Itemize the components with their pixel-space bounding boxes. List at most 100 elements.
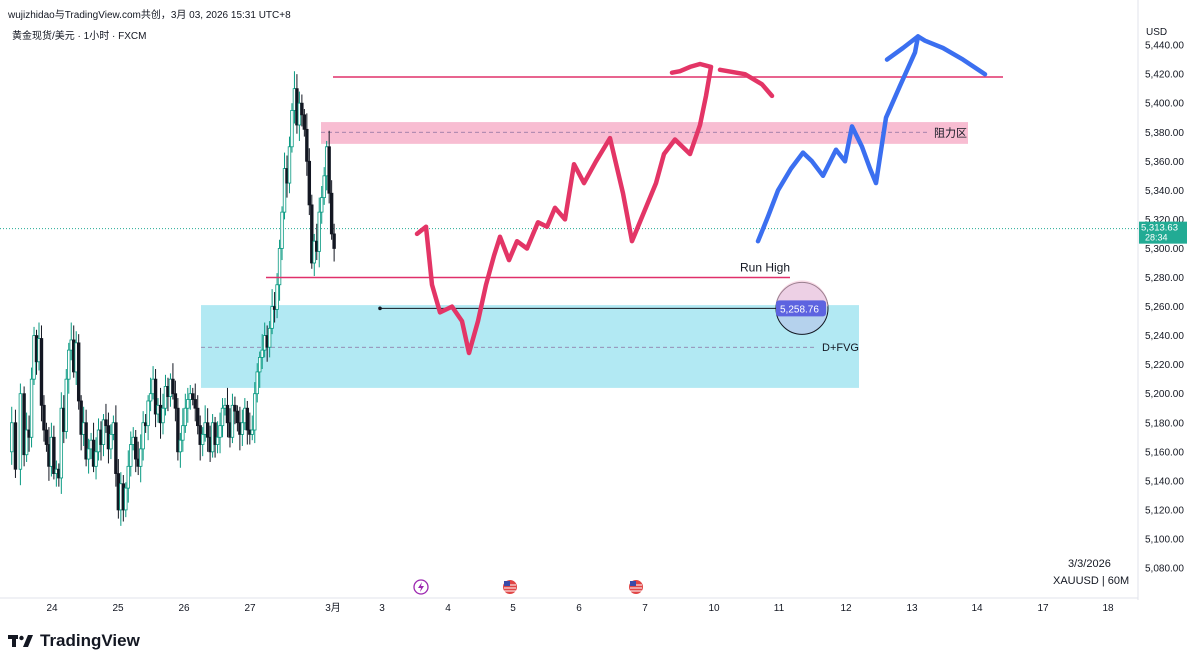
candle-body [67,349,71,380]
y-tick-label: 5,440.00 [1145,41,1184,52]
candle-body [138,448,143,467]
y-tick-label: 5,140.00 [1145,476,1184,487]
y-tick-label: 5,340.00 [1145,186,1184,197]
price-marker-cap [776,280,828,307]
x-tick-label: 25 [112,603,124,614]
candle-body [240,422,245,435]
brand-name: TradingView [40,631,140,650]
candle-body [277,248,282,286]
projection-stroke [414,61,714,356]
candle-body [79,400,83,435]
candle-body [245,407,250,431]
projection-stroke [717,67,775,99]
candle-body [59,407,64,479]
candle-body [18,393,23,470]
y-tick-label: 5,280.00 [1145,273,1184,284]
price-axis[interactable]: 5,080.00 5,100.00 5,120.00 5,140.00 5,160.00… [1139,41,1187,575]
candle-body [280,211,284,249]
candle-body [29,378,34,438]
candle-body [10,422,14,453]
candle-body [153,378,158,415]
fvg-zone [201,305,859,388]
candle-body [215,436,220,445]
y-tick-label: 5,100.00 [1145,534,1184,545]
candle-body [317,211,321,252]
resistance-label: 阻力区 [934,126,967,139]
candlestick-series[interactable] [10,71,336,526]
candle-body [178,439,183,453]
candle-body [193,399,197,409]
candle-body [163,386,168,409]
annotation-lines [266,76,1003,311]
candle-body [255,371,259,395]
y-tick-label: 5,220.00 [1145,360,1184,371]
candle-body [290,110,294,148]
y-tick-label: 5,120.00 [1145,505,1184,516]
run-high-label: Run High [740,261,790,275]
y-tick-label: 5,360.00 [1145,157,1184,168]
candle-body [220,407,225,427]
y-tick-label: 5,380.00 [1145,128,1184,139]
event-markers[interactable] [413,579,644,595]
y-tick-label: 5,260.00 [1145,302,1184,313]
candle-body [39,338,44,406]
y-tick-label: 5,160.00 [1145,447,1184,458]
x-tick-label: 24 [46,603,58,614]
candle-body [218,425,222,438]
candle-body [282,168,287,213]
candle-body [305,128,309,162]
y-tick-label: 5,320.00 [1145,215,1184,226]
candle-body [186,399,190,409]
candle-body [320,197,324,213]
candle-body [260,349,264,358]
candle-body [310,204,314,264]
candle-body [173,393,178,409]
current-price-badge [1139,221,1187,244]
candle-body [101,419,106,445]
y-tick-label: 5,180.00 [1145,418,1184,429]
candle-body [114,422,118,474]
fvg-label: D+FVG [822,342,859,354]
annotation-labels: 阻力区 Run High D+FVG 5,258.76 [740,126,967,354]
candle-body [129,444,133,467]
y-tick-label: 5,400.00 [1145,99,1184,110]
candle-body [267,327,272,348]
candle-body [329,192,334,235]
candle-body [275,284,279,310]
price-marker-value: 5,258.76 [780,304,819,315]
candle-body [22,393,26,456]
candle-body [307,160,312,206]
x-tick-label: 7 [642,603,648,614]
candle-body [183,407,188,427]
symbol-title[interactable]: 黄金现货/美元 · 1小时 · FXCM [12,31,147,42]
candle-body [258,356,262,373]
x-tick-label: 4 [445,603,451,614]
candle-body [322,175,326,199]
candle-body [171,378,175,395]
candle-body [146,400,150,427]
x-tick-label: 3 [379,603,385,614]
candle-body [161,407,165,424]
time-axis[interactable]: 24 25 26 27 3月 3 4 5 6 7 10 11 12 13 14 17 18 [46,602,1114,614]
candle-body [181,425,185,441]
candle-body [327,146,331,194]
candle-body [233,404,237,412]
candle-body [302,114,307,130]
share-caption: wujizhidao与TradingView.com共创，3月 03, 2026… [8,10,291,21]
x-tick-label: 13 [906,603,918,614]
x-tick-label: 6 [576,603,582,614]
candle-body [312,240,316,264]
current-price-label: 5,313.63 [1141,223,1178,234]
candle-body [94,451,98,467]
candle-body [109,433,113,450]
tradingview-logo[interactable]: TradingView [8,630,140,652]
candle-body [253,393,257,431]
candle-body [24,429,29,456]
projection-stroke [755,34,988,244]
candle-body [44,429,49,445]
lightning-glyph [418,582,424,592]
x-tick-label: 14 [971,603,983,614]
candle-body [104,419,108,427]
candle-body [213,422,217,445]
